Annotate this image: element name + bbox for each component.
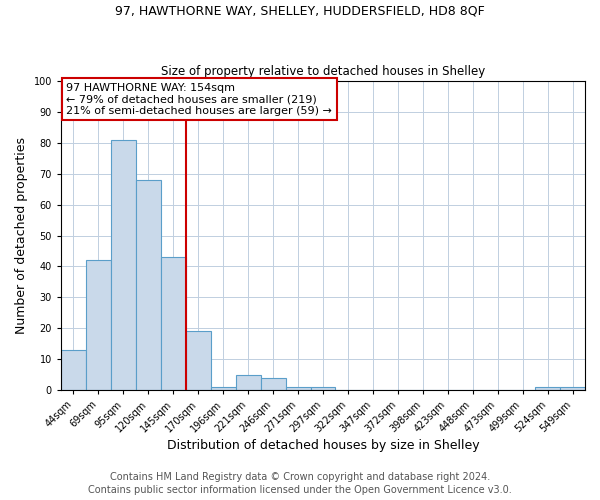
Text: 97, HAWTHORNE WAY, SHELLEY, HUDDERSFIELD, HD8 8QF: 97, HAWTHORNE WAY, SHELLEY, HUDDERSFIELD… (115, 5, 485, 18)
Text: Contains HM Land Registry data © Crown copyright and database right 2024.
Contai: Contains HM Land Registry data © Crown c… (88, 472, 512, 495)
Bar (560, 387, 585, 390)
Bar (535, 387, 560, 390)
Bar (111, 140, 136, 390)
Bar (86, 260, 111, 390)
Bar (161, 257, 186, 390)
Bar (236, 374, 260, 390)
Y-axis label: Number of detached properties: Number of detached properties (15, 137, 28, 334)
Bar (136, 180, 161, 390)
Bar (260, 378, 286, 390)
Bar (186, 332, 211, 390)
Text: 97 HAWTHORNE WAY: 154sqm
← 79% of detached houses are smaller (219)
21% of semi-: 97 HAWTHORNE WAY: 154sqm ← 79% of detach… (66, 82, 332, 116)
Bar (311, 387, 335, 390)
Bar (61, 350, 86, 390)
Bar (286, 387, 311, 390)
X-axis label: Distribution of detached houses by size in Shelley: Distribution of detached houses by size … (167, 440, 479, 452)
Bar (211, 387, 236, 390)
Title: Size of property relative to detached houses in Shelley: Size of property relative to detached ho… (161, 66, 485, 78)
